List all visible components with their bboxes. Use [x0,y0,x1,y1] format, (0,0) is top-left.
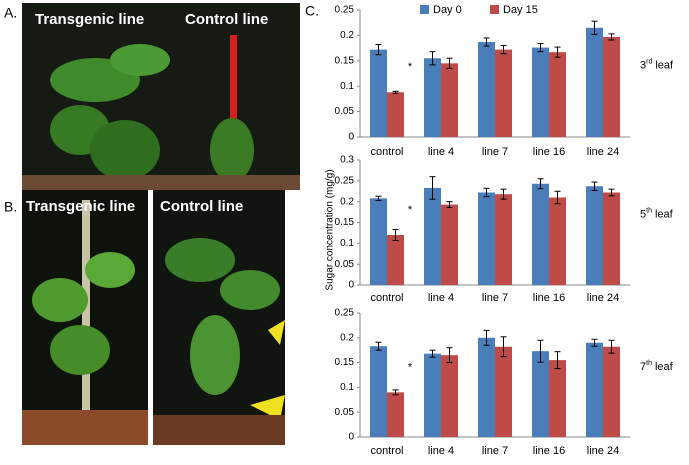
x-tick-label: line 16 [533,146,565,158]
leaf-suffix: th [646,207,652,214]
bar [532,351,549,437]
y-tick-label: 0.25 [335,5,355,16]
x-tick-label: control [370,146,403,158]
x-tick-label: line 16 [533,445,565,457]
y-tick-label: 0.1 [340,81,354,92]
legend-label: Day 15 [503,4,538,16]
bar [441,355,458,437]
bar [387,92,404,137]
bar [532,183,549,285]
leaf-label: 5th leaf [640,207,674,220]
x-tick-label: line 7 [482,146,508,158]
leaf-label: 7th leaf [640,360,674,373]
x-tick-label: line 24 [587,146,619,158]
legend-swatch [420,5,429,14]
x-tick-label: line 4 [428,146,454,158]
bar [370,198,387,285]
panel-label: A. [4,5,17,21]
y-tick-label: 0.05 [335,259,355,270]
bar [424,58,441,138]
x-tick-label: line 4 [428,445,454,457]
leaf-text: leaf [655,208,674,220]
bar [532,47,549,138]
y-tick-label: 0.1 [340,382,354,393]
y-tick-label: 0.2 [340,30,354,41]
bar [549,52,566,137]
bar [370,49,387,137]
bar [495,49,512,137]
y-tick-label: 0.15 [335,55,355,66]
legend-label: Day 0 [433,4,462,16]
bar [387,392,404,437]
y-tick-label: 0.15 [335,217,355,228]
y-tick-label: 0.25 [335,175,355,186]
bar [370,346,387,437]
bar [441,63,458,138]
bar [387,235,404,285]
panel-label: C. [305,3,319,19]
bar [424,353,441,437]
panel-label: B. [4,199,17,215]
y-tick-label: 0.05 [335,106,355,117]
bar [586,186,603,285]
photo-a [22,3,300,190]
leaf-suffix: th [646,360,652,367]
y-tick-label: 0.3 [340,155,354,166]
x-tick-label: line 4 [428,292,454,304]
bar [424,187,441,285]
bar [478,192,495,285]
photo-caption: Transgenic line [26,198,135,215]
bar [441,204,458,285]
y-tick-label: 0 [348,280,354,291]
bar [603,346,620,437]
annotation: * [408,361,413,373]
y-tick-label: 0 [348,132,354,143]
leaf-suffix: rd [646,58,652,65]
bar [586,27,603,138]
photo-caption: Control line [160,198,243,215]
y-tick-label: 0 [348,432,354,443]
bar [603,36,620,138]
leaf-label: 3rd leaf [640,58,674,71]
x-tick-label: line 7 [482,445,508,457]
bar [478,42,495,138]
y-tick-label: 0.2 [340,332,354,343]
annotation: * [408,61,413,73]
y-tick-label: 0.15 [335,357,355,368]
x-tick-label: line 24 [587,292,619,304]
x-tick-label: line 7 [482,292,508,304]
bar [549,360,566,437]
y-tick-label: 0.2 [340,196,354,207]
photo-b [22,190,285,445]
leaf-number: 7 [640,361,646,373]
x-tick-label: control [370,292,403,304]
x-tick-label: line 16 [533,292,565,304]
photo-caption: Transgenic line [35,11,144,28]
legend-swatch [490,5,499,14]
bar [495,194,512,285]
y-tick-label: 0.1 [340,238,354,249]
bar [495,346,512,437]
y-tick-label: 0.25 [335,308,355,319]
y-axis-label: Sugar concentration (mg/g) [325,169,336,290]
bar [549,197,566,285]
photo-caption: Control line [185,11,268,28]
leaf-text: leaf [655,361,674,373]
annotation: * [408,204,413,216]
bar [478,337,495,437]
x-tick-label: control [370,445,403,457]
y-tick-label: 0.05 [335,407,355,418]
leaf-text: leaf [655,59,674,71]
leaf-number: 5 [640,208,646,220]
bar [586,342,603,437]
leaf-number: 3 [640,59,646,71]
x-tick-label: line 24 [587,445,619,457]
bar [603,192,620,285]
